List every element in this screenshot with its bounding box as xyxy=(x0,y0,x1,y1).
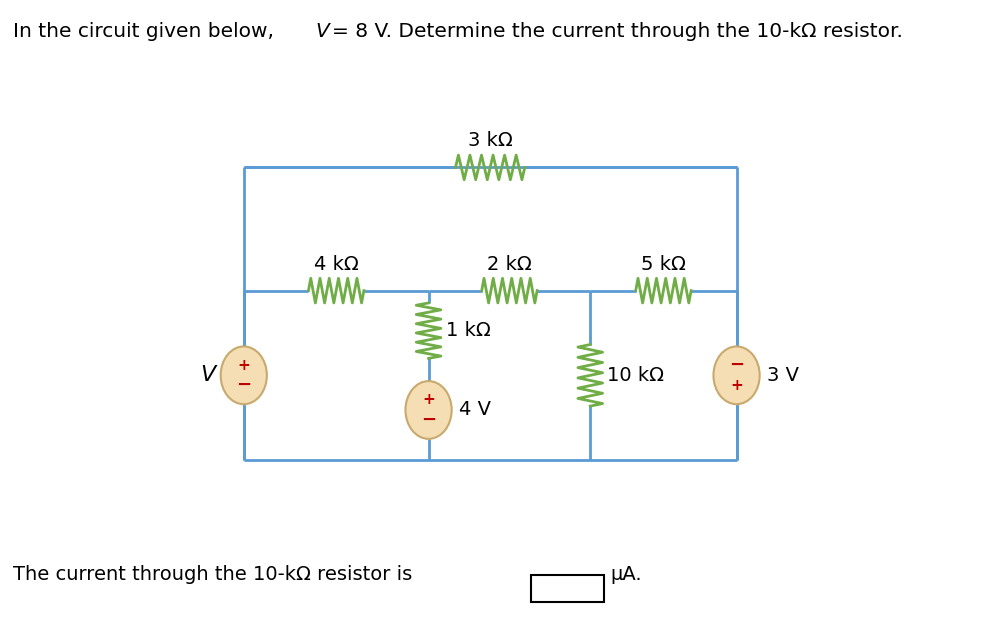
Text: 3 kΩ: 3 kΩ xyxy=(468,131,512,151)
Ellipse shape xyxy=(405,381,452,439)
Text: +: + xyxy=(730,378,743,393)
Text: +: + xyxy=(237,358,250,373)
Ellipse shape xyxy=(713,346,760,404)
Text: 4 V: 4 V xyxy=(460,401,491,419)
Text: 5 kΩ: 5 kΩ xyxy=(641,255,686,274)
Text: = 8 V. Determine the current through the 10-kΩ resistor.: = 8 V. Determine the current through the… xyxy=(332,22,902,41)
Text: μA.: μA. xyxy=(611,565,642,584)
Text: $V$: $V$ xyxy=(315,22,332,41)
Text: −: − xyxy=(421,411,437,429)
Text: 1 kΩ: 1 kΩ xyxy=(446,321,490,340)
Text: 3 V: 3 V xyxy=(768,366,800,385)
Text: −: − xyxy=(729,356,744,375)
Text: 10 kΩ: 10 kΩ xyxy=(608,366,664,385)
Text: +: + xyxy=(423,392,435,408)
Text: In the circuit given below,: In the circuit given below, xyxy=(13,22,281,41)
Text: −: − xyxy=(236,376,252,394)
Text: 2 kΩ: 2 kΩ xyxy=(487,255,532,274)
Text: 4 kΩ: 4 kΩ xyxy=(314,255,358,274)
Text: $V$: $V$ xyxy=(200,366,218,385)
Text: The current through the 10-kΩ resistor is: The current through the 10-kΩ resistor i… xyxy=(13,565,412,584)
Ellipse shape xyxy=(220,346,267,404)
